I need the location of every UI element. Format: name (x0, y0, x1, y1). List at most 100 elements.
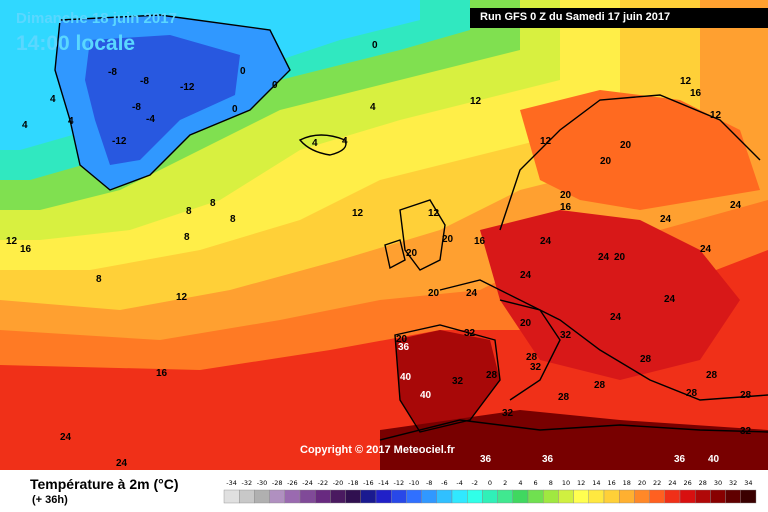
coastlines (54, 14, 768, 441)
temperature-label: 4 (50, 94, 56, 105)
scale-value-label: 30 (714, 479, 722, 487)
temperature-label: 24 (540, 236, 552, 247)
scale-swatch (619, 489, 635, 504)
temperature-label: -12 (180, 82, 195, 93)
scale-swatch (725, 489, 741, 504)
scale-swatch (436, 489, 453, 504)
scale-value-label: -30 (257, 479, 268, 487)
scale-value-label: -2 (472, 479, 478, 487)
temperature-label: 28 (706, 370, 718, 381)
temperature-label: 24 (730, 200, 742, 211)
temperature-label: 40 (708, 454, 720, 465)
temperature-label: 28 (558, 392, 570, 403)
temperature-label: 8 (210, 198, 216, 209)
temperature-label: 24 (60, 432, 72, 443)
scale-value-label: -18 (348, 479, 359, 487)
scale-swatch (360, 489, 377, 504)
temperature-label: 0 (272, 80, 278, 91)
scale-swatch (467, 489, 483, 504)
scale-swatch (588, 489, 605, 504)
scale-value-label: 0 (488, 479, 492, 487)
temperature-label: 4 (342, 136, 348, 147)
temperature-label: 12 (428, 208, 440, 219)
scale-swatches (223, 489, 757, 504)
scale-value-label: -34 (226, 479, 237, 487)
scale-value-label: -28 (272, 479, 283, 487)
temperature-label: 24 (664, 294, 676, 305)
scale-swatch (710, 489, 726, 504)
copyright-text: Copyright © 2017 Meteociel.fr (300, 444, 455, 456)
scale-value-label: 16 (607, 479, 615, 487)
scale-value-label: 12 (577, 479, 585, 487)
temperature-label: 24 (520, 270, 532, 281)
color-scale: -34 -32 -30 -28 -26 -24 -22 -20 -18 -16 -14 -12 -10-… (223, 479, 757, 504)
temperature-label: 36 (674, 454, 686, 465)
scale-value-label: 22 (653, 479, 661, 487)
temperature-label: 28 (526, 352, 538, 363)
temperature-label: 32 (530, 362, 542, 373)
scale-value-label: 14 (592, 479, 600, 487)
scale-swatch (512, 489, 529, 504)
scale-value-label: -8 (426, 479, 432, 487)
temperature-label: 12 (470, 96, 482, 107)
temperature-label: 12 (540, 136, 552, 147)
forecast-date-title: Dimanche 18 juin 2017 (16, 10, 177, 27)
temperature-label: 28 (640, 354, 652, 365)
temperature-label: 28 (486, 370, 498, 381)
scale-swatch (679, 489, 696, 504)
temperature-label: 20 (442, 234, 454, 245)
scale-value-label: 24 (668, 479, 676, 487)
temperature-label: 8 (96, 274, 102, 285)
temperature-label: 36 (542, 454, 554, 465)
scandinavia-area (520, 90, 760, 210)
scale-value-label: -22 (317, 479, 328, 487)
scale-swatch (254, 489, 270, 504)
scale-value-label: 8 (549, 479, 553, 487)
temperature-label: 20 (620, 140, 632, 151)
scale-swatch (375, 489, 392, 504)
temperature-label: -12 (112, 136, 127, 147)
scale-value-label: 28 (699, 479, 707, 487)
scale-swatch (558, 489, 574, 504)
legend-title: Température à 2m (°C) (30, 476, 179, 492)
greenland-colder-area (85, 35, 240, 165)
temperature-label: 36 (480, 454, 492, 465)
temperature-label: 12 (6, 236, 18, 247)
legend-subtitle: (+ 36h) (32, 494, 68, 506)
run-info-bar (470, 8, 768, 28)
scale-value-label: 10 (562, 479, 570, 487)
scale-swatch (664, 489, 681, 504)
scale-swatch (740, 489, 757, 504)
scale-swatch (330, 489, 346, 504)
scale-value-label: -26 (287, 479, 298, 487)
temperature-label: 0 (372, 40, 378, 51)
scale-swatch (634, 489, 650, 504)
temperature-label: 24 (660, 214, 672, 225)
scale-value-label: 18 (623, 479, 631, 487)
temperature-label: 8 (230, 214, 236, 225)
temperature-label: 24 (116, 458, 128, 469)
scale-swatch (543, 489, 559, 504)
scale-swatch (406, 489, 422, 504)
scale-value-label: 2 (503, 479, 507, 487)
temperature-label: 4 (68, 116, 74, 127)
scale-swatch (649, 489, 665, 504)
temperature-label: 40 (400, 372, 412, 383)
scale-labels: -34 -32 -30 -28 -26 -24 -22 -20 -18 -16 -14 -12 -10-… (226, 479, 752, 487)
temperature-label: 20 (406, 248, 418, 259)
scale-swatch (421, 489, 438, 504)
temperature-label: 40 (420, 390, 432, 401)
temperature-label: 20 (520, 318, 532, 329)
scale-value-label: -12 (393, 479, 404, 487)
scale-value-label: -6 (441, 479, 447, 487)
temperature-label: 0 (232, 104, 238, 115)
europe-heat-area (480, 210, 740, 380)
scale-swatch (391, 489, 407, 504)
scale-swatch (451, 489, 468, 504)
scale-value-label: 6 (534, 479, 538, 487)
temperature-label: 32 (464, 328, 476, 339)
scale-value-label: 32 (729, 479, 737, 487)
